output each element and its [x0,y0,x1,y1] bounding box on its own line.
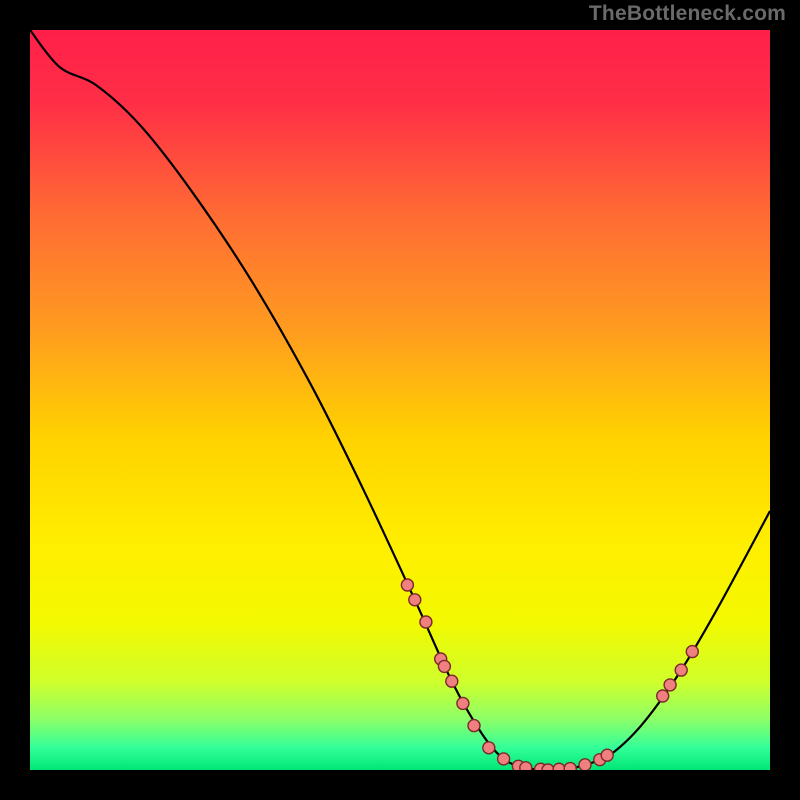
data-marker [498,753,510,765]
data-marker [446,675,458,687]
data-marker [409,594,421,606]
data-marker [401,579,413,591]
bottleneck-curve-chart [30,30,770,770]
data-marker [438,660,450,672]
data-marker [579,759,591,770]
watermark-text: TheBottleneck.com [589,2,786,26]
data-marker [664,679,676,691]
data-marker [483,742,495,754]
data-marker [564,763,576,770]
data-marker [553,763,565,770]
data-marker [675,664,687,676]
data-marker [468,720,480,732]
data-marker [601,749,613,761]
data-marker [520,762,532,770]
gradient-background [30,30,770,770]
chart-frame: TheBottleneck.com [0,0,800,800]
chart-svg [30,30,770,770]
data-marker [457,697,469,709]
data-marker [686,646,698,658]
data-marker [657,690,669,702]
data-marker [420,616,432,628]
data-marker [542,764,554,770]
